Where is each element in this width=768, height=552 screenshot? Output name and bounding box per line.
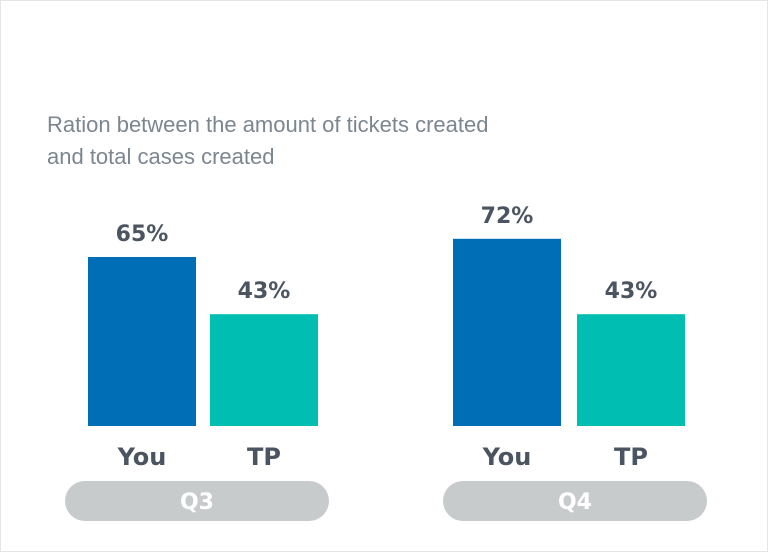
group-pill-q4: [443, 481, 707, 521]
value-label-q3-you: 65%: [116, 222, 169, 247]
category-label-q4-tp: TP: [614, 443, 648, 471]
value-label-q3-tp: 43%: [238, 279, 291, 304]
value-label-q4-tp: 43%: [605, 279, 658, 304]
category-label-q4-you: You: [482, 443, 532, 471]
category-label-q3-you: You: [117, 443, 167, 471]
bar-q3-tp: [210, 314, 318, 426]
group-label-q3: Q3: [180, 490, 214, 515]
chart-subtitle: Ration between the amount of tickets cre…: [47, 112, 489, 169]
group-label-q4: Q4: [558, 490, 592, 515]
bar-q3-you: [88, 257, 196, 426]
bar-q4-you: [453, 238, 561, 426]
group-pill-q3: [65, 481, 329, 521]
bar-q4-tp: [577, 314, 685, 426]
category-label-q3-tp: TP: [247, 443, 281, 471]
value-label-q4-you: 72%: [481, 204, 534, 229]
